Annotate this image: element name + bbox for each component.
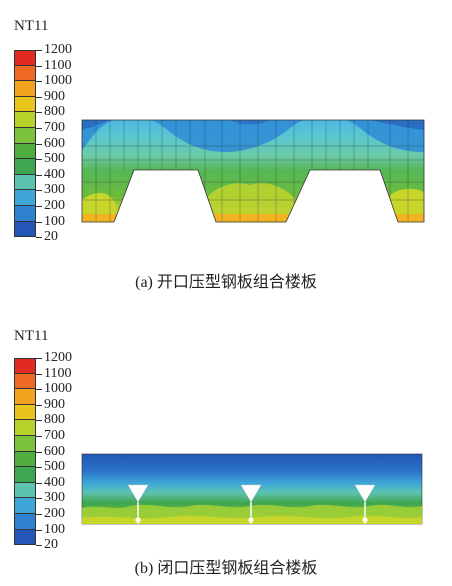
legend-swatch <box>14 467 84 483</box>
legend-tick-label: 300 <box>44 182 65 198</box>
legend-tick-label: 600 <box>44 443 65 459</box>
legend-tick-label: 20 <box>44 229 58 245</box>
legend-swatch <box>14 358 84 374</box>
legend-frame <box>14 358 36 546</box>
legend-swatch <box>14 498 84 514</box>
legend-tick-label: 100 <box>44 213 65 229</box>
legend-tick-label: 1200 <box>44 42 72 57</box>
legend-swatch <box>14 81 84 97</box>
legend-swatch <box>14 96 84 113</box>
variable-label: NT11 <box>14 18 49 34</box>
color-legend: 1200 1100 1000 900 800 700 600 500 400 300 200 100 2… <box>14 42 84 244</box>
temperature-contour-closed <box>81 453 423 525</box>
legend-swatch <box>14 190 84 206</box>
legend-tick-label: 1200 <box>44 350 72 365</box>
legend-swatch <box>14 112 84 128</box>
legend-tick-label: 300 <box>44 490 65 506</box>
legend-tick-label: 1100 <box>44 57 72 73</box>
legend-tick-label: 1100 <box>44 365 72 381</box>
legend-frame <box>14 50 36 238</box>
variable-label: NT11 <box>14 328 49 344</box>
legend-tick-label: 800 <box>44 104 65 120</box>
legend-tick-label: 400 <box>44 474 65 490</box>
caption-closed-deck: (b) 闭口压型钢板组合楼板 <box>134 560 318 577</box>
legend-swatch <box>14 373 84 390</box>
legend-tick-label: 200 <box>44 506 65 521</box>
legend-swatch <box>14 159 84 175</box>
legend-swatch <box>14 50 84 66</box>
legend-tick-label: 20 <box>44 537 58 553</box>
panel-open-deck: NT11 1200 1100 1000 900 800 700 600 500 400 300 20… <box>14 18 425 291</box>
legend-swatch <box>14 436 84 452</box>
legend-swatch <box>14 65 84 82</box>
legend-tick-label: 700 <box>44 428 65 443</box>
legend-tick-label: 1000 <box>44 381 72 397</box>
legend-swatch <box>14 404 84 421</box>
legend-tick-label: 400 <box>44 166 65 182</box>
legend-swatch <box>14 206 84 222</box>
caption-open-deck: (a) 开口压型钢板组合楼板 <box>135 274 317 291</box>
legend-swatch <box>14 143 84 160</box>
legend-swatch <box>14 514 84 530</box>
legend-tick-label: 700 <box>44 120 65 135</box>
legend-tick-label: 200 <box>44 198 65 213</box>
legend-tick-label: 100 <box>44 521 65 537</box>
legend-swatch <box>14 174 84 191</box>
legend-tick-label: 500 <box>44 151 65 167</box>
temperature-contour-open <box>81 119 425 223</box>
legend-swatch <box>14 482 84 499</box>
legend-tick-label: 600 <box>44 135 65 151</box>
legend-tick-label: 800 <box>44 412 65 428</box>
legend-tick-label: 900 <box>44 396 65 412</box>
legend-swatch <box>14 420 84 436</box>
legend-swatch <box>14 128 84 144</box>
legend-swatch <box>14 451 84 468</box>
color-legend: 1200 1100 1000 900 800 700 600 500 400 300 200 100 2… <box>14 350 84 552</box>
legend-swatch <box>14 389 84 405</box>
legend-tick-label: 900 <box>44 88 65 104</box>
legend-tick-label: 500 <box>44 459 65 475</box>
legend-tick-label: 1000 <box>44 73 72 89</box>
panel-closed-deck: NT11 1200 1100 1000 900 800 700 600 500 400 300 20… <box>0 318 452 586</box>
